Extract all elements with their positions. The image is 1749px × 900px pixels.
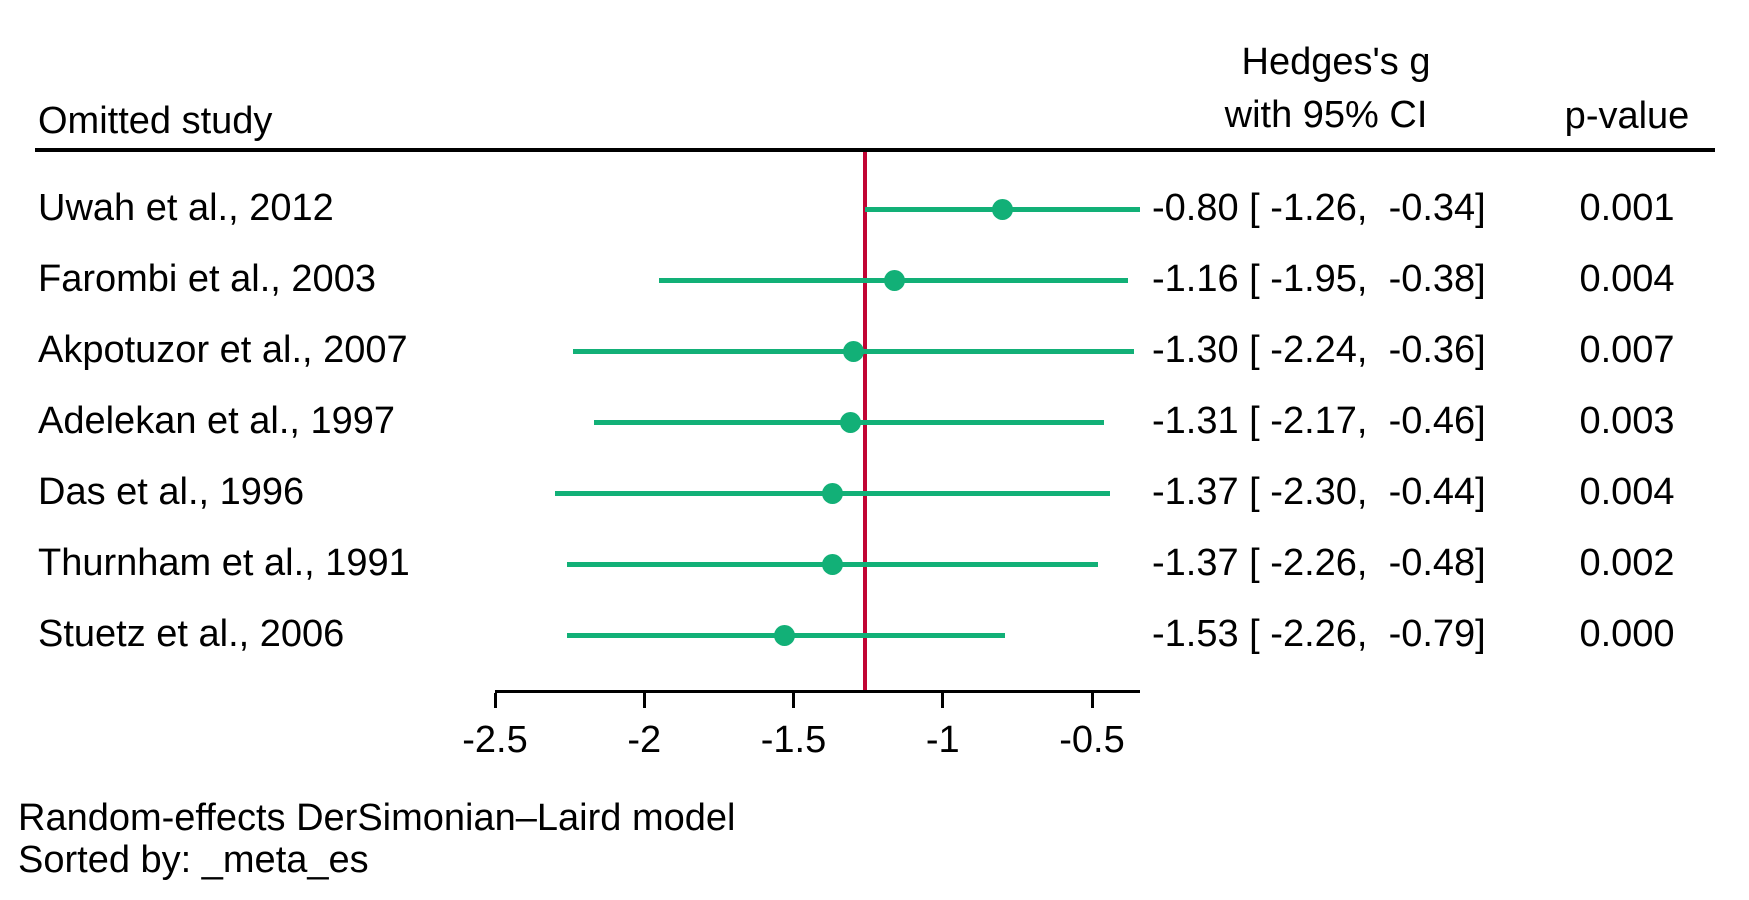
study-label: Das et al., 1996 [38,471,305,514]
x-axis-tick-label: -1 [925,719,960,762]
sort-note: Sorted by: _meta_es [18,839,369,882]
effect-marker [774,624,796,646]
model-note: Random-effects DerSimonian–Laird model [18,797,736,840]
x-axis-tick-label: -1.5 [760,719,827,762]
effect-marker [821,482,843,504]
effect-marker [884,269,906,291]
study-label: Stuetz et al., 2006 [38,613,345,656]
ci-value-text: -1.37 [ -2.26, -0.48] [1152,542,1486,585]
omitted-study-header: Omitted study [38,100,273,143]
effect-marker [839,411,861,433]
ci-value-text: -0.80 [ -1.26, -0.34] [1152,187,1486,230]
study-label: Uwah et al., 2012 [38,187,334,230]
effect-header-line2: with 95% CI [1224,94,1428,137]
effect-header-line1: Hedges's g [1241,41,1431,84]
ci-value-text: -1.31 [ -2.17, -0.46] [1152,400,1486,443]
x-axis-tick-label: -2.5 [462,719,528,762]
x-axis-tick-label: -0.5 [1059,719,1125,762]
ci-value-text: -1.53 [ -2.26, -0.79] [1152,613,1486,656]
effect-marker [991,198,1013,220]
x-axis-tick-label: -2 [627,719,662,762]
study-label: Akpotuzor et al., 2007 [38,329,408,372]
p-value-text: 0.002 [1579,542,1675,585]
header-rule [35,148,1715,152]
study-label: Adelekan et al., 1997 [38,400,396,443]
x-axis-tick [493,693,497,708]
x-axis-tick [1090,693,1094,708]
ci-value-text: -1.30 [ -2.24, -0.36] [1152,329,1486,372]
p-value-text: 0.003 [1579,400,1675,443]
p-value-text: 0.001 [1579,187,1675,230]
x-axis-tick [941,693,945,708]
p-value-text: 0.004 [1579,471,1675,514]
p-value-text: 0.000 [1579,613,1675,656]
p-value-text: 0.007 [1579,329,1675,372]
x-axis-tick [792,693,795,708]
effect-marker [842,340,864,362]
x-axis-tick [642,693,646,708]
ci-value-text: -1.37 [ -2.30, -0.44] [1152,471,1486,514]
p-value-text: 0.004 [1579,258,1675,301]
study-label: Farombi et al., 2003 [38,258,376,301]
pvalue-header: p-value [1564,95,1690,138]
x-axis-line [495,690,1140,693]
effect-marker [821,553,843,575]
study-label: Thurnham et al., 1991 [38,542,410,585]
ci-value-text: -1.16 [ -1.95, -0.38] [1152,258,1486,301]
